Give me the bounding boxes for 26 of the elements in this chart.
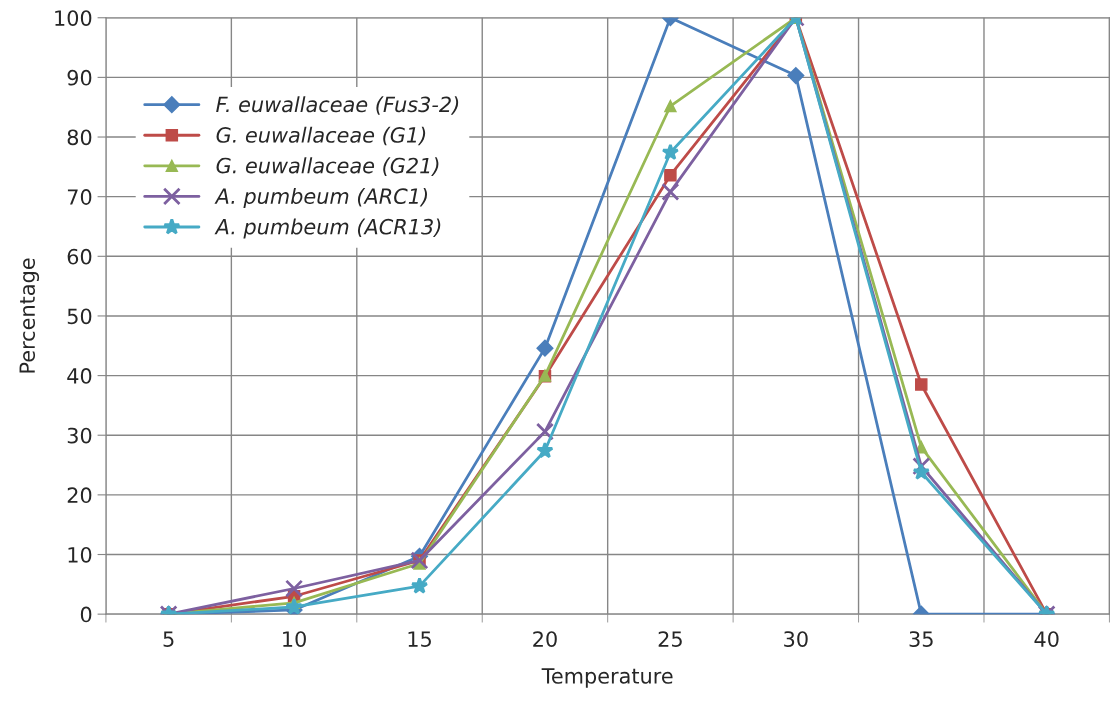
y-tick-label: 80 [67, 129, 92, 146]
x-axis-title: Temperature [541, 668, 673, 688]
x-tick-label: 30 [784, 631, 808, 647]
y-tick-label: 20 [67, 487, 92, 504]
legend-label: G. euwallaceae (G21) [216, 157, 439, 176]
y-tick-label: 100 [55, 10, 92, 26]
legend-label: A. pumbeum (ACR13) [214, 218, 441, 239]
legend-label: G. euwallaceae (G1) [216, 126, 426, 146]
x-tick-label: 40 [1034, 631, 1059, 647]
y-tick-label: 0 [80, 606, 92, 623]
y-tick-label: 60 [67, 248, 92, 265]
y-tick-label: 70 [67, 189, 92, 205]
y-tick-label: 30 [67, 427, 92, 444]
x-tick-label: 20 [533, 631, 557, 647]
y-tick-label: 90 [67, 69, 92, 86]
x-tick-label: 35 [909, 631, 933, 647]
x-tick-label: 10 [283, 631, 306, 647]
legend-label: F. euwallaceae (Fus3-2) [216, 96, 459, 115]
x-tick-label: 25 [658, 631, 682, 647]
y-tick-label: 40 [67, 368, 92, 384]
x-tick-label: 5 [163, 631, 174, 647]
y-axis-title: Percentage [19, 258, 40, 373]
legend-label: A. pumbeum (ARC1) [214, 187, 428, 209]
y-tick-label: 10 [68, 546, 92, 563]
x-tick-label: 15 [408, 631, 431, 647]
y-tick-label: 50 [67, 308, 92, 325]
